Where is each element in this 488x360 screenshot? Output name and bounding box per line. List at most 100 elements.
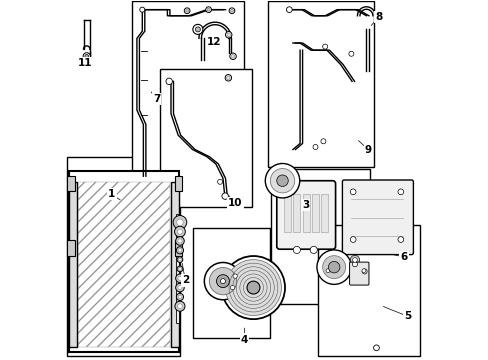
Circle shape: [176, 219, 183, 226]
Circle shape: [349, 237, 355, 242]
Bar: [321, 194, 328, 232]
Circle shape: [173, 216, 186, 229]
Bar: [66, 176, 74, 192]
Text: 5: 5: [403, 311, 410, 321]
Circle shape: [362, 269, 366, 274]
Bar: [293, 194, 300, 232]
Circle shape: [177, 257, 183, 262]
Circle shape: [222, 256, 285, 319]
Circle shape: [286, 7, 292, 13]
Bar: [69, 171, 179, 352]
Circle shape: [174, 226, 185, 237]
Circle shape: [226, 33, 230, 37]
Circle shape: [225, 32, 231, 38]
Circle shape: [207, 8, 210, 11]
Circle shape: [231, 54, 234, 58]
Circle shape: [293, 246, 300, 253]
Circle shape: [397, 189, 403, 195]
Text: 11: 11: [78, 58, 92, 68]
Bar: [192, 228, 269, 338]
Circle shape: [276, 175, 287, 186]
Circle shape: [225, 260, 281, 316]
Circle shape: [322, 44, 327, 49]
FancyBboxPatch shape: [276, 181, 335, 249]
Bar: [302, 194, 309, 232]
Circle shape: [309, 246, 317, 253]
Circle shape: [175, 301, 184, 311]
Circle shape: [185, 9, 188, 12]
Text: 1: 1: [108, 189, 115, 199]
Circle shape: [229, 53, 236, 59]
Circle shape: [361, 269, 365, 273]
Bar: [271, 169, 369, 304]
Text: 9: 9: [364, 144, 371, 154]
Bar: [66, 240, 74, 256]
Circle shape: [217, 179, 222, 184]
Circle shape: [177, 304, 182, 309]
Circle shape: [140, 7, 144, 12]
Circle shape: [175, 237, 184, 245]
Circle shape: [224, 75, 231, 81]
Circle shape: [324, 267, 331, 275]
Circle shape: [178, 258, 181, 261]
Circle shape: [316, 250, 351, 284]
Circle shape: [265, 163, 299, 198]
Circle shape: [178, 267, 181, 270]
Circle shape: [178, 295, 182, 299]
FancyBboxPatch shape: [342, 180, 412, 255]
Circle shape: [230, 9, 233, 12]
Circle shape: [220, 279, 225, 284]
Bar: [171, 182, 179, 347]
Circle shape: [209, 267, 236, 295]
Circle shape: [176, 293, 183, 301]
Text: 10: 10: [228, 198, 242, 208]
Circle shape: [325, 269, 329, 273]
Text: 7: 7: [153, 94, 160, 104]
Bar: [267, 1, 373, 167]
Bar: [67, 157, 180, 356]
Circle shape: [352, 258, 357, 262]
Circle shape: [195, 27, 200, 32]
Circle shape: [322, 256, 345, 279]
Bar: [284, 194, 290, 232]
Bar: [69, 182, 77, 347]
Circle shape: [348, 51, 353, 56]
Bar: [175, 214, 179, 323]
Circle shape: [349, 255, 359, 265]
Circle shape: [349, 189, 355, 195]
Text: 3: 3: [301, 200, 308, 210]
Circle shape: [178, 285, 182, 290]
Circle shape: [270, 168, 294, 193]
Bar: [174, 240, 182, 256]
FancyBboxPatch shape: [349, 262, 368, 285]
Circle shape: [230, 285, 234, 290]
Bar: [311, 194, 319, 232]
Circle shape: [175, 283, 184, 292]
Circle shape: [192, 24, 203, 35]
Bar: [160, 69, 251, 207]
Circle shape: [216, 275, 229, 288]
Bar: [131, 1, 244, 200]
Circle shape: [85, 54, 88, 58]
Bar: [174, 176, 182, 192]
Circle shape: [176, 247, 183, 254]
Circle shape: [312, 144, 317, 149]
Bar: [317, 225, 419, 356]
Bar: [78, 182, 169, 347]
Circle shape: [328, 261, 339, 273]
Text: 4: 4: [240, 334, 248, 345]
Circle shape: [222, 193, 228, 199]
Circle shape: [177, 266, 183, 272]
Circle shape: [165, 78, 172, 85]
Circle shape: [83, 53, 90, 60]
Circle shape: [320, 139, 325, 144]
Circle shape: [397, 237, 403, 242]
Circle shape: [233, 274, 237, 278]
Circle shape: [175, 274, 184, 283]
Circle shape: [184, 8, 190, 14]
Text: 12: 12: [206, 37, 221, 47]
Circle shape: [359, 267, 367, 275]
Circle shape: [204, 262, 241, 300]
Text: 2: 2: [182, 275, 188, 285]
Circle shape: [178, 248, 182, 252]
